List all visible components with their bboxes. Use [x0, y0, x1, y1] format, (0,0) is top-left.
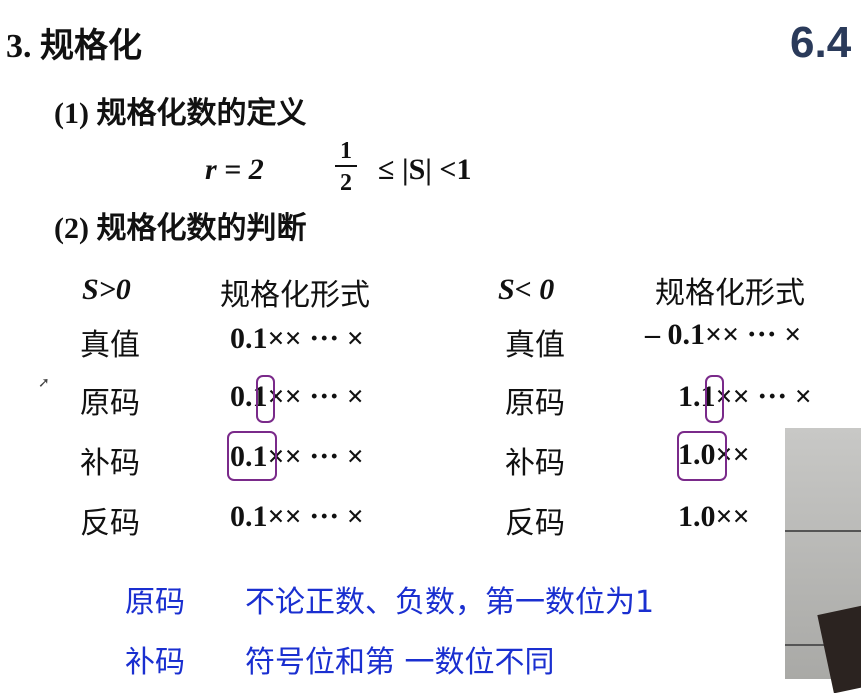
- presenter-video-overlay: [785, 428, 861, 693]
- pos-label-sign-magnitude: 原码: [80, 386, 140, 421]
- highlight-box-neg-prefix: [677, 431, 727, 481]
- neg-value-twos-complement: 1.0××: [678, 438, 750, 471]
- neg-label-twos-complement: 补码: [505, 446, 565, 481]
- item1-heading: (1) 规格化数的定义: [54, 97, 307, 130]
- formula-numerator: 1: [335, 138, 357, 167]
- negative-form-header: 规格化形式: [655, 276, 805, 311]
- note-text-twos-complement: 符号位和第 一数位不同: [245, 645, 555, 680]
- formula-radix: r = 2: [205, 153, 264, 186]
- neg-label-sign-magnitude: 原码: [505, 386, 565, 421]
- positive-header: S>0: [82, 273, 131, 306]
- highlight-box-pos-prefix: [227, 431, 277, 481]
- neg-label-true: 真值: [505, 328, 565, 363]
- section-number: 6.4: [790, 18, 852, 67]
- neg-value-sign-magnitude: 1.1×× ··· ×: [678, 380, 812, 413]
- note-text-sign-magnitude: 不论正数、负数，第一数位为1: [245, 585, 655, 620]
- pos-value-twos-complement: 0.1×× ··· ×: [230, 440, 364, 473]
- pos-value-true: 0.1×× ··· ×: [230, 322, 364, 355]
- laptop-image: [817, 602, 861, 693]
- formula-denominator: 2: [340, 170, 352, 196]
- neg-label-ones-complement: 反码: [505, 506, 565, 541]
- neg-value-true: – 0.1×× ··· ×: [645, 318, 802, 351]
- formula-inequality: ≤ |S| <1: [378, 153, 472, 186]
- highlight-box-pos-first-digit: [256, 375, 275, 423]
- pos-label-true: 真值: [80, 328, 140, 363]
- slide-title: 3. 规格化: [6, 28, 142, 65]
- note-label-sign-magnitude: 原码: [125, 585, 185, 620]
- negative-header: S< 0: [498, 273, 555, 306]
- positive-form-header: 规格化形式: [220, 278, 370, 313]
- item2-heading: (2) 规格化数的判断: [54, 212, 307, 245]
- pos-label-twos-complement: 补码: [80, 446, 140, 481]
- neg-value-ones-complement: 1.0××: [678, 500, 750, 533]
- pos-label-ones-complement: 反码: [80, 506, 140, 541]
- pos-value-sign-magnitude: 0.1×× ··· ×: [230, 380, 364, 413]
- mouse-cursor-icon: ➚: [38, 375, 50, 391]
- highlight-box-neg-first-digit: [705, 375, 724, 423]
- pos-value-ones-complement: 0.1×× ··· ×: [230, 500, 364, 533]
- note-label-twos-complement: 补码: [125, 645, 185, 680]
